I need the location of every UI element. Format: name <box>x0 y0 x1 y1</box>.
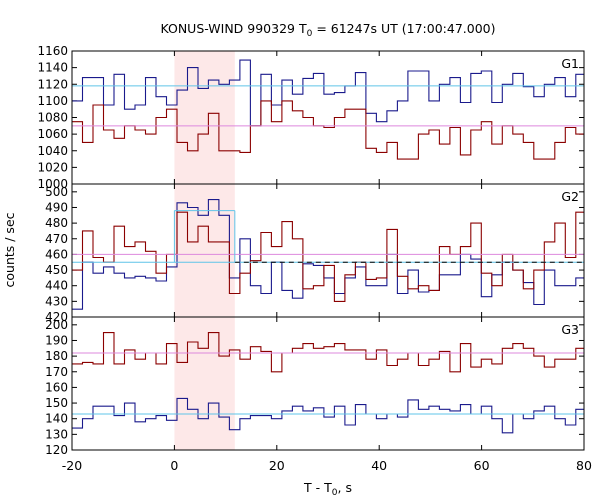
panel-label: G1 <box>561 56 579 71</box>
x-axis-label: T - T0, s <box>303 480 352 498</box>
panel-label: G2 <box>561 189 579 204</box>
x-tick-label: 60 <box>474 458 490 473</box>
y-tick-label: 470 <box>45 232 68 246</box>
y-tick-label: 150 <box>45 396 68 410</box>
y-tick-label: 200 <box>45 318 68 332</box>
y-axis-label: counts / sec <box>2 212 17 287</box>
panel-frame <box>71 316 585 451</box>
y-tick-label: 1100 <box>37 94 68 108</box>
y-tick-label: 480 <box>45 216 68 230</box>
y-tick-label: 180 <box>45 349 68 363</box>
series-line-2 <box>72 332 584 373</box>
y-tick-label: 420 <box>45 310 68 324</box>
chart-title: KONUS-WIND 990329 T0 = 61247s UT (17:00:… <box>160 21 495 39</box>
y-tick-label: 190 <box>45 333 68 347</box>
x-tick-label: 0 <box>170 458 178 473</box>
panel-frame <box>71 50 585 185</box>
y-tick-label: 430 <box>45 294 68 308</box>
y-tick-label: 1160 <box>37 44 68 58</box>
highlight-band <box>174 51 235 450</box>
x-tick-label: -20 <box>62 458 82 473</box>
series-line-2 <box>72 100 584 160</box>
y-tick-label: 490 <box>45 200 68 214</box>
y-tick-label: 170 <box>45 365 68 379</box>
y-tick-label: 130 <box>45 427 68 441</box>
y-tick-label: 1020 <box>37 160 68 174</box>
y-tick-label: 1140 <box>37 61 68 75</box>
y-tick-label: 1040 <box>37 144 68 158</box>
y-tick-label: 440 <box>45 279 68 293</box>
y-tick-label: 160 <box>45 380 68 394</box>
y-tick-label: 500 <box>45 185 68 199</box>
x-tick-label: 20 <box>269 458 285 473</box>
x-tick-label: 40 <box>371 458 387 473</box>
y-tick-label: 450 <box>45 263 68 277</box>
panel-frame <box>71 183 585 318</box>
series-line-2 <box>72 211 584 302</box>
series-line-1 <box>72 59 584 127</box>
y-tick-label: 1120 <box>37 77 68 91</box>
y-tick-label: 120 <box>45 443 68 457</box>
y-tick-label: 1000 <box>37 177 68 191</box>
x-tick-label: 80 <box>576 458 592 473</box>
y-tick-label: 140 <box>45 412 68 426</box>
panel-g1: 1000 1020 1040 1060 1080 1100 1120 1140 1160 G1 <box>37 44 585 191</box>
y-tick-label: 460 <box>45 247 68 261</box>
y-tick-label: 1060 <box>37 127 68 141</box>
series-line-1 <box>72 397 584 434</box>
y-tick-label: 1080 <box>37 111 68 125</box>
panel-label: G3 <box>561 322 579 337</box>
